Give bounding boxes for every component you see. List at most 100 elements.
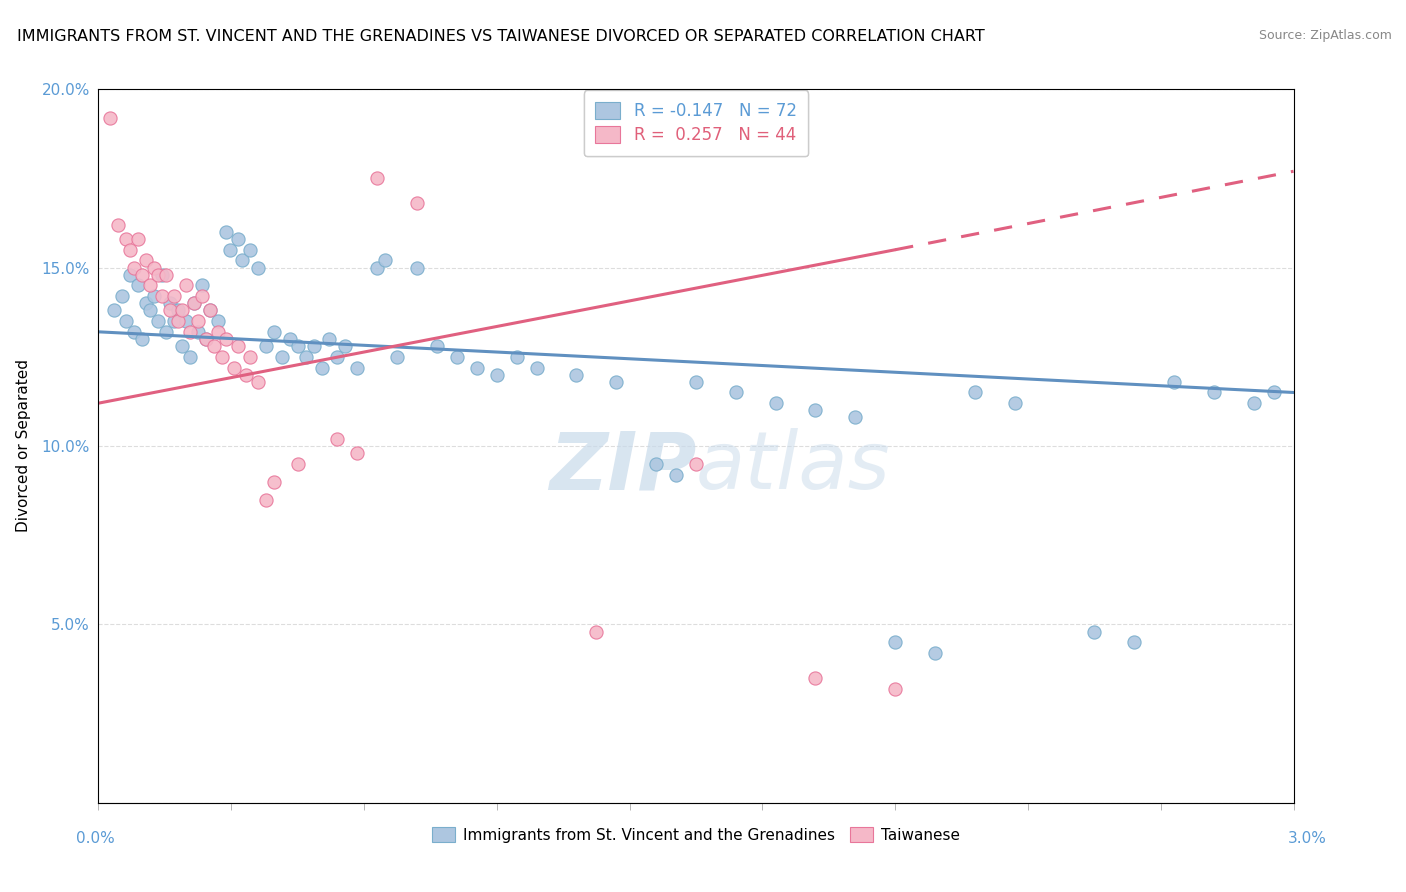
Point — [226, 232, 249, 246]
Point — [406, 196, 429, 211]
Point — [239, 350, 262, 364]
Point — [1163, 375, 1185, 389]
Point — [884, 635, 907, 649]
Point — [143, 289, 166, 303]
Point — [374, 253, 396, 268]
Point — [406, 260, 429, 275]
Point — [167, 314, 190, 328]
Point — [131, 268, 153, 282]
Point — [202, 339, 225, 353]
Point — [239, 243, 262, 257]
Point — [198, 303, 221, 318]
Point — [207, 314, 229, 328]
Point — [270, 350, 292, 364]
Point — [120, 243, 142, 257]
Point — [127, 232, 149, 246]
Point — [215, 225, 238, 239]
Point — [246, 260, 269, 275]
Point — [605, 375, 627, 389]
Point — [1004, 396, 1026, 410]
Point — [187, 314, 209, 328]
Point — [179, 350, 201, 364]
Point — [163, 289, 186, 303]
Point — [174, 278, 197, 293]
Point — [1123, 635, 1146, 649]
Point — [211, 350, 233, 364]
Point — [207, 325, 229, 339]
Point — [765, 396, 787, 410]
Point — [124, 260, 146, 275]
Point — [139, 303, 162, 318]
Point — [155, 325, 177, 339]
Point — [924, 646, 946, 660]
Point — [246, 375, 269, 389]
Point — [115, 314, 138, 328]
Y-axis label: Divorced or Separated: Divorced or Separated — [15, 359, 31, 533]
Point — [183, 296, 205, 310]
Point — [263, 325, 285, 339]
Point — [107, 218, 129, 232]
Point — [585, 624, 607, 639]
Point — [143, 260, 166, 275]
Point — [120, 268, 142, 282]
Point — [485, 368, 508, 382]
Point — [385, 350, 409, 364]
Point — [346, 446, 368, 460]
Point — [263, 475, 285, 489]
Point — [685, 375, 707, 389]
Point — [172, 339, 194, 353]
Point — [155, 268, 177, 282]
Point — [187, 325, 209, 339]
Point — [1202, 385, 1225, 400]
Point — [215, 332, 238, 346]
Point — [506, 350, 529, 364]
Point — [326, 350, 349, 364]
Point — [163, 314, 186, 328]
Point — [278, 332, 301, 346]
Point — [366, 260, 388, 275]
Point — [167, 303, 190, 318]
Point — [326, 432, 349, 446]
Point — [135, 253, 157, 268]
Point — [254, 339, 277, 353]
Point — [135, 296, 157, 310]
Point — [174, 314, 197, 328]
Point — [179, 325, 201, 339]
Point — [346, 360, 368, 375]
Point — [1263, 385, 1285, 400]
Text: Source: ZipAtlas.com: Source: ZipAtlas.com — [1258, 29, 1392, 42]
Point — [131, 332, 153, 346]
Text: 3.0%: 3.0% — [1288, 831, 1327, 846]
Point — [226, 339, 249, 353]
Point — [103, 303, 125, 318]
Point — [195, 332, 218, 346]
Point — [183, 296, 205, 310]
Point — [150, 289, 173, 303]
Point — [115, 232, 138, 246]
Point — [254, 492, 277, 507]
Point — [366, 171, 388, 186]
Point — [804, 403, 827, 417]
Point — [665, 467, 688, 482]
Point — [526, 360, 548, 375]
Point — [111, 289, 134, 303]
Point — [1083, 624, 1105, 639]
Point — [139, 278, 162, 293]
Point — [645, 457, 668, 471]
Point — [150, 268, 173, 282]
Point — [235, 368, 257, 382]
Point — [1243, 396, 1265, 410]
Point — [311, 360, 333, 375]
Point — [222, 360, 245, 375]
Point — [844, 410, 866, 425]
Point — [191, 289, 214, 303]
Text: IMMIGRANTS FROM ST. VINCENT AND THE GRENADINES VS TAIWANESE DIVORCED OR SEPARATE: IMMIGRANTS FROM ST. VINCENT AND THE GREN… — [17, 29, 984, 44]
Point — [231, 253, 253, 268]
Point — [198, 303, 221, 318]
Point — [565, 368, 588, 382]
Point — [302, 339, 325, 353]
Point — [127, 278, 149, 293]
Point — [287, 339, 309, 353]
Point — [287, 457, 309, 471]
Point — [294, 350, 316, 364]
